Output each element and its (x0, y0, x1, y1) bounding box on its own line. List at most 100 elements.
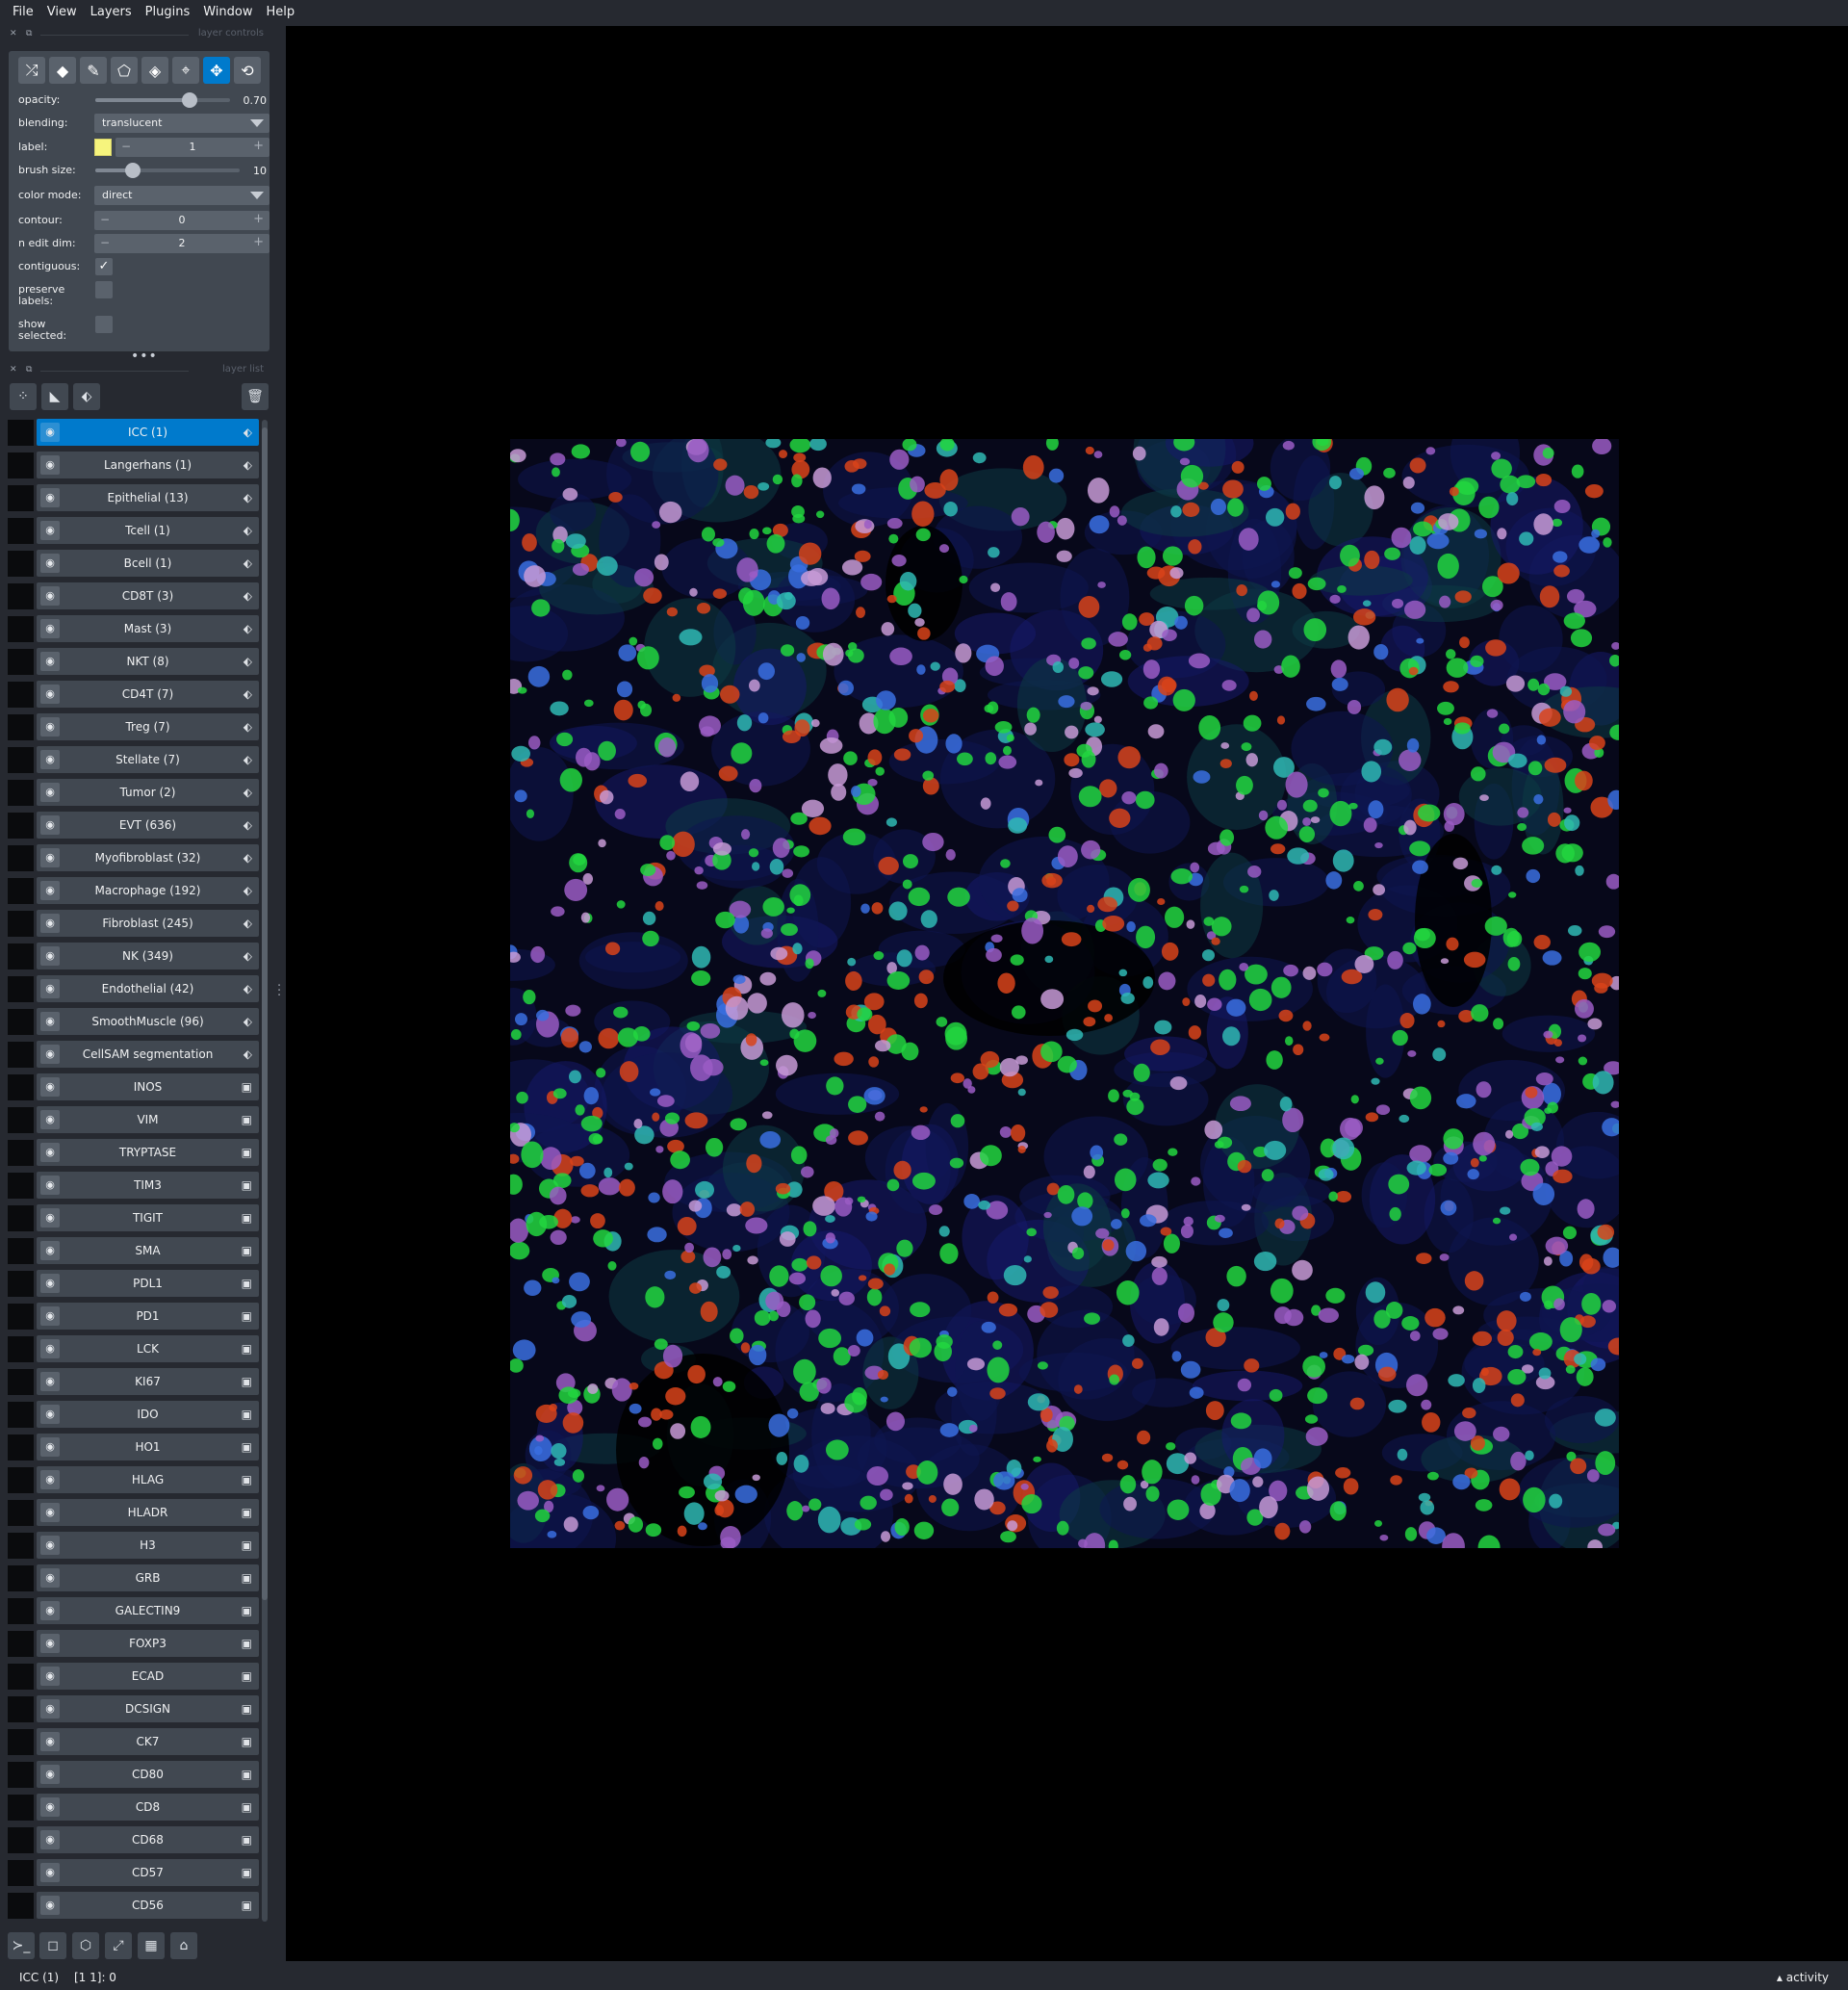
close-dock-icon[interactable]: ✕ (10, 365, 17, 375)
layer-item[interactable]: ◉ HO1 ▣ (37, 1434, 259, 1460)
eraser-tool-button[interactable]: ◆ (49, 57, 76, 84)
layer-row[interactable]: ◉ ECAD ▣ (8, 1662, 260, 1691)
new-shapes-layer-button[interactable]: ◣ (41, 383, 68, 410)
layer-item[interactable]: ◉ CD68 ▣ (37, 1826, 259, 1853)
decrement-icon[interactable]: − (121, 140, 132, 153)
layer-list-scrollbar[interactable] (262, 420, 268, 1922)
eye-icon[interactable]: ◉ (40, 1896, 60, 1915)
layer-item[interactable]: ◉ Stellate (7) ⬖ (37, 746, 259, 773)
eye-icon[interactable]: ◉ (40, 848, 60, 867)
eye-icon[interactable]: ◉ (40, 1503, 60, 1522)
layer-item[interactable]: ◉ GRB ▣ (37, 1564, 259, 1591)
layer-row[interactable]: ◉ INOS ▣ (8, 1073, 260, 1101)
layer-row[interactable]: ◉ CD80 ▣ (8, 1760, 260, 1789)
float-dock-icon[interactable]: ⧉ (26, 365, 33, 375)
layer-item[interactable]: ◉ CD8 ▣ (37, 1794, 259, 1821)
layer-item[interactable]: ◉ ICC (1) ⬖ (37, 419, 259, 446)
eye-icon[interactable]: ◉ (40, 1110, 60, 1129)
menu-plugins[interactable]: Plugins (144, 4, 191, 19)
layer-row[interactable]: ◉ VIM ▣ (8, 1105, 260, 1134)
layer-item[interactable]: ◉ HLAG ▣ (37, 1466, 259, 1493)
fill-tool-button[interactable]: ◈ (141, 57, 168, 84)
activity-button[interactable]: ▴ activity (1776, 1971, 1829, 1984)
eye-icon[interactable]: ◉ (40, 1241, 60, 1260)
contour-spinbox[interactable]: − 0 + (94, 211, 270, 230)
eye-icon[interactable]: ◉ (40, 1568, 60, 1588)
polygon-tool-button[interactable]: ⬠ (111, 57, 138, 84)
layer-row[interactable]: ◉ Mast (3) ⬖ (8, 614, 260, 643)
layer-row[interactable]: ◉ Myofibroblast (32) ⬖ (8, 843, 260, 872)
layer-row[interactable]: ◉ Tumor (2) ⬖ (8, 778, 260, 807)
eye-icon[interactable]: ◉ (40, 1437, 60, 1457)
layer-row[interactable]: ◉ H3 ▣ (8, 1531, 260, 1560)
layer-item[interactable]: ◉ Fibroblast (245) ⬖ (37, 910, 259, 937)
layer-item[interactable]: ◉ EVT (636) ⬖ (37, 812, 259, 839)
layer-item[interactable]: ◉ TRYPTASE ▣ (37, 1139, 259, 1166)
transpose-button[interactable]: ⤢ (105, 1932, 132, 1959)
brush-size-slider[interactable] (95, 163, 240, 178)
layer-item[interactable]: ◉ FOXP3 ▣ (37, 1630, 259, 1657)
layer-item[interactable]: ◉ CellSAM segmentation ⬖ (37, 1041, 259, 1068)
layer-row[interactable]: ◉ HLADR ▣ (8, 1498, 260, 1527)
layer-row[interactable]: ◉ SmoothMuscle (96) ⬖ (8, 1007, 260, 1036)
layer-item[interactable]: ◉ CD56 ▣ (37, 1892, 259, 1919)
eye-icon[interactable]: ◉ (40, 521, 60, 540)
eye-icon[interactable]: ◉ (40, 1143, 60, 1162)
eye-icon[interactable]: ◉ (40, 685, 60, 704)
layer-item[interactable]: ◉ H3 ▣ (37, 1532, 259, 1559)
eye-icon[interactable]: ◉ (40, 1601, 60, 1620)
move-tool-button[interactable]: ✥ (203, 57, 230, 84)
layer-item[interactable]: ◉ SMA ▣ (37, 1237, 259, 1264)
layer-row[interactable]: ◉ NK (349) ⬖ (8, 942, 260, 970)
layer-row[interactable]: ◉ CD4T (7) ⬖ (8, 680, 260, 709)
eye-icon[interactable]: ◉ (40, 815, 60, 835)
layer-item[interactable]: ◉ KI67 ▣ (37, 1368, 259, 1395)
layer-row[interactable]: ◉ CD56 ▣ (8, 1891, 260, 1920)
eye-icon[interactable]: ◉ (40, 1536, 60, 1555)
layer-row[interactable]: ◉ CD8T (3) ⬖ (8, 581, 260, 610)
roll-button[interactable]: ⬡ (72, 1932, 99, 1959)
layer-item[interactable]: ◉ Langerhans (1) ⬖ (37, 452, 259, 478)
layer-row[interactable]: ◉ GALECTIN9 ▣ (8, 1596, 260, 1625)
picker-tool-button[interactable]: ⌖ (172, 57, 199, 84)
opacity-slider[interactable] (95, 92, 230, 108)
eye-icon[interactable]: ◉ (40, 1634, 60, 1653)
new-labels-layer-button[interactable]: ⬖ (73, 383, 100, 410)
layer-row[interactable]: ◉ SMA ▣ (8, 1236, 260, 1265)
layer-row[interactable]: ◉ IDO ▣ (8, 1400, 260, 1429)
layer-item[interactable]: ◉ Tumor (2) ⬖ (37, 779, 259, 806)
eye-icon[interactable]: ◉ (40, 1012, 60, 1031)
eye-icon[interactable]: ◉ (40, 423, 60, 442)
eye-icon[interactable]: ◉ (40, 1176, 60, 1195)
eye-icon[interactable]: ◉ (40, 1339, 60, 1358)
layer-item[interactable]: ◉ DCSIGN ▣ (37, 1695, 259, 1722)
layer-row[interactable]: ◉ TIM3 ▣ (8, 1171, 260, 1200)
layer-row[interactable]: ◉ Macrophage (192) ⬖ (8, 876, 260, 905)
eye-icon[interactable]: ◉ (40, 1274, 60, 1293)
delete-layer-button[interactable]: 🗑 (242, 383, 269, 410)
layer-item[interactable]: ◉ TIGIT ▣ (37, 1204, 259, 1231)
layer-item[interactable]: ◉ Macrophage (192) ⬖ (37, 877, 259, 904)
home-button[interactable]: ⌂ (170, 1932, 197, 1959)
eye-icon[interactable]: ◉ (40, 750, 60, 769)
layer-row[interactable]: ◉ GRB ▣ (8, 1564, 260, 1592)
layer-item[interactable]: ◉ PD1 ▣ (37, 1303, 259, 1330)
layer-row[interactable]: ◉ PDL1 ▣ (8, 1269, 260, 1298)
layer-row[interactable]: ◉ TRYPTASE ▣ (8, 1138, 260, 1167)
menu-help[interactable]: Help (266, 4, 295, 19)
menu-file[interactable]: File (13, 4, 34, 19)
layer-row[interactable]: ◉ Langerhans (1) ⬖ (8, 451, 260, 479)
layer-item[interactable]: ◉ Endothelial (42) ⬖ (37, 975, 259, 1002)
2d-3d-toggle-button[interactable]: ◻ (39, 1932, 66, 1959)
brush-size-slider-handle[interactable] (125, 163, 141, 178)
label-color-swatch[interactable] (94, 139, 112, 156)
shuffle-tool-button[interactable]: ⤮ (18, 57, 45, 84)
eye-icon[interactable]: ◉ (40, 979, 60, 998)
layer-item[interactable]: ◉ PDL1 ▣ (37, 1270, 259, 1297)
eye-icon[interactable]: ◉ (40, 1797, 60, 1817)
close-dock-icon[interactable]: ✕ (10, 29, 17, 39)
n-edit-dim-spinbox[interactable]: − 2 + (94, 234, 270, 253)
eye-icon[interactable]: ◉ (40, 1372, 60, 1391)
eye-icon[interactable]: ◉ (40, 1208, 60, 1228)
layer-item[interactable]: ◉ IDO ▣ (37, 1401, 259, 1428)
